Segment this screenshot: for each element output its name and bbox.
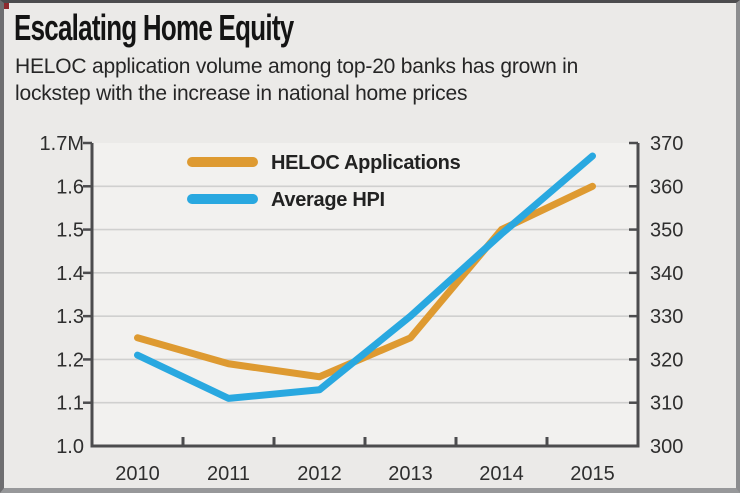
left-axis-tick-label: 1.1 (56, 393, 84, 415)
left-axis-tick-label: 1.3 (56, 306, 84, 328)
x-axis-year-label: 2013 (388, 463, 433, 485)
legend-swatch-average-hpi (187, 194, 258, 204)
left-axis-tick-label: 1.2 (56, 349, 84, 371)
chart-subtitle-line1: HELOC application volume among top-20 ba… (15, 55, 579, 78)
left-axis-tick-label: 1.6 (56, 176, 84, 198)
x-axis-year-label: 2012 (297, 463, 342, 485)
x-axis-year-label: 2010 (115, 463, 160, 485)
right-axis-tick-label: 300 (650, 436, 683, 458)
x-axis-year-label: 2011 (207, 463, 250, 485)
legend-label-heloc-applications: HELOC Applications (271, 152, 461, 174)
corner-accent (4, 3, 9, 9)
chart-subtitle-line2: lockstep with the increase in national h… (15, 82, 468, 105)
left-axis-tick-label: 1.7M (40, 133, 84, 155)
left-axis-tick-label: 1.4 (56, 263, 84, 285)
right-axis-tick-label: 360 (650, 176, 683, 198)
chart-subtitle: HELOC application volume among top-20 ba… (15, 53, 578, 107)
right-axis-tick-label: 320 (650, 349, 683, 371)
right-axis-tick-label: 350 (650, 220, 683, 242)
right-axis-tick-label: 310 (650, 393, 683, 415)
legend-swatch-heloc-applications (187, 157, 258, 167)
right-axis-tick-label: 330 (650, 306, 683, 328)
chart-title: Escalating Home Equity (14, 7, 294, 48)
left-axis-tick-label: 1.5 (56, 220, 84, 242)
right-axis-tick-label: 340 (650, 263, 683, 285)
x-axis-year-label: 2015 (570, 463, 615, 485)
x-axis-year-label: 2014 (479, 463, 524, 485)
right-axis-tick-label: 370 (650, 133, 683, 155)
legend-label-average-hpi: Average HPI (271, 189, 385, 211)
left-axis-tick-label: 1.0 (56, 436, 84, 458)
series-line-average-hpi (134, 152, 596, 402)
line-chart: 1.7M 1.6 1.5 1.4 1.3 1.2 1.1 1.0 370 360 350 340 330… (40, 133, 684, 485)
